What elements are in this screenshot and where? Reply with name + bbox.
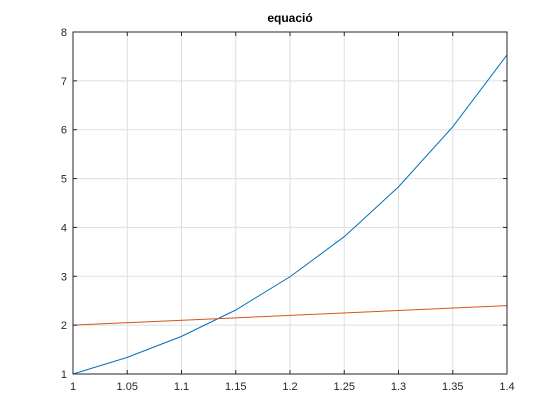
- x-tick-label: 1.2: [282, 381, 297, 393]
- x-tick-label: 1.4: [499, 381, 514, 393]
- y-tick-label: 7: [61, 76, 67, 88]
- y-tick-label: 8: [61, 27, 67, 39]
- y-tick-label: 4: [61, 222, 67, 234]
- chart-title: equació: [267, 11, 312, 25]
- x-tick-label: 1.35: [442, 381, 463, 393]
- y-tick-label: 5: [61, 174, 67, 186]
- y-tick-label: 6: [61, 125, 67, 137]
- y-tick-label: 1: [61, 369, 67, 381]
- x-tick-label: 1: [70, 381, 76, 393]
- x-tick-label: 1.25: [334, 381, 355, 393]
- x-tick-label: 1.3: [391, 381, 406, 393]
- y-tick-label: 3: [61, 271, 67, 283]
- series-line-1: [72, 54, 508, 375]
- y-tick-labels: 1 2 3 4 5 6 7 8: [61, 27, 67, 381]
- x-tick-labels: 1 1.05 1.1 1.15 1.2 1.25 1.3 1.35 1.4: [70, 381, 515, 393]
- x-tick-label: 1.1: [174, 381, 189, 393]
- series-lines: [72, 54, 508, 375]
- y-tick-label: 2: [61, 320, 67, 332]
- series-line-2: [72, 305, 508, 326]
- x-tick-label: 1.15: [225, 381, 246, 393]
- x-tick-label: 1.05: [117, 381, 138, 393]
- tick-marks: [72, 31, 508, 375]
